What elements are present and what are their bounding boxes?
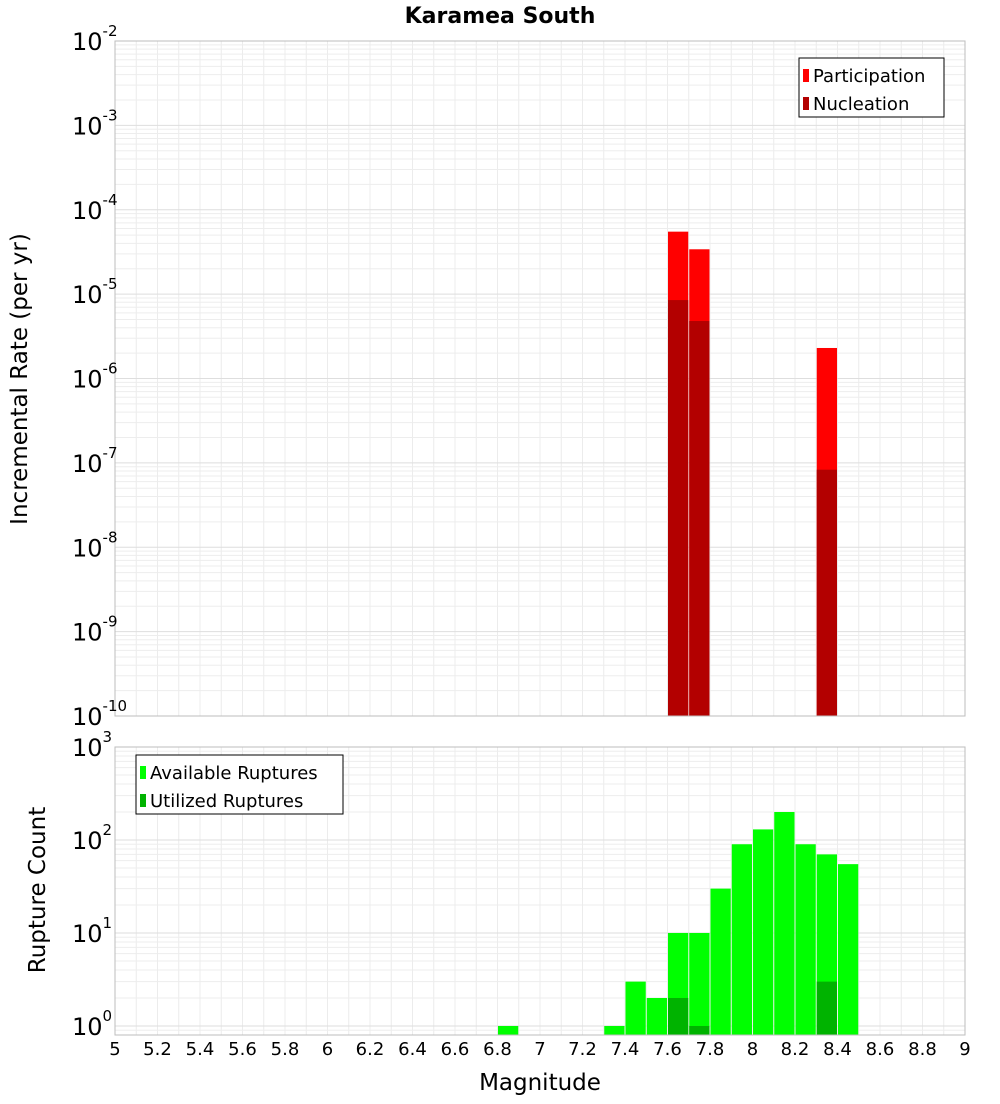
x-tick-label: 5.2: [143, 1039, 172, 1060]
rate-y-tick-base: 10: [72, 450, 103, 478]
rate-y-tick-label: 10-6: [72, 360, 118, 394]
x-tick-label: 9: [959, 1039, 970, 1060]
count-bar-available-ruptures: [625, 981, 646, 1035]
chart-title: Karamea South: [405, 4, 596, 29]
rate-y-tick-base: 10: [72, 534, 103, 562]
count-bar-available-ruptures: [646, 997, 667, 1035]
rate-y-tick-exponent: -4: [103, 191, 118, 209]
count-bar-available-ruptures: [795, 844, 816, 1035]
rate-y-tick-exponent: -3: [103, 106, 118, 124]
x-tick-label: 7.6: [653, 1039, 682, 1060]
rate-y-tick-label: 10-3: [72, 106, 118, 140]
count-bar-available-ruptures: [498, 1025, 519, 1035]
count-y-tick-exponent: 2: [103, 821, 113, 839]
count-y-tick-base: 10: [72, 827, 103, 855]
rate-y-tick-label: 10-10: [72, 697, 127, 731]
x-tick-label: 7.4: [611, 1039, 640, 1060]
rate-y-tick-label: 10-7: [72, 444, 118, 478]
x-tick-label: 8.2: [781, 1039, 810, 1060]
count-y-tick-label: 100: [72, 1007, 112, 1041]
rate-y-tick-exponent: -2: [103, 22, 118, 40]
rate-legend-swatch: [803, 97, 809, 110]
rate-y-tick-exponent: -8: [103, 528, 118, 546]
rate-y-tick-exponent: -9: [103, 613, 118, 631]
rate-y-tick-base: 10: [72, 619, 103, 647]
rate-y-tick-base: 10: [72, 366, 103, 394]
rate-y-tick-exponent: -6: [103, 360, 118, 378]
count-y-tick-exponent: 0: [103, 1007, 113, 1025]
rate-y-tick-base: 10: [72, 197, 103, 225]
rate-y-tick-label: 10-8: [72, 528, 118, 562]
count-bar-available-ruptures: [604, 1025, 625, 1035]
count-y-tick-base: 10: [72, 1013, 103, 1041]
rate-y-tick-exponent: -5: [103, 275, 118, 293]
rate-y-tick-label: 10-5: [72, 275, 118, 309]
count-bar-available-ruptures: [710, 888, 731, 1035]
rate-y-tick-label: 10-4: [72, 191, 118, 225]
x-tick-label: 8.4: [823, 1039, 852, 1060]
x-tick-label: 5.4: [186, 1039, 215, 1060]
rate-bar-nucleation: [668, 300, 689, 716]
rate-legend-label: Participation: [813, 66, 925, 87]
count-y-axis-label: Rupture Count: [25, 807, 51, 973]
x-tick-label: 6: [322, 1039, 333, 1060]
rate-bar-nucleation: [816, 469, 837, 716]
count-y-tick-exponent: 3: [103, 728, 113, 746]
count-bar-utilized-ruptures: [689, 1025, 710, 1035]
count-y-tick-label: 101: [72, 914, 112, 948]
rate-panel: 10-1010-910-810-710-610-510-410-310-2Par…: [72, 22, 966, 731]
rate-bar-nucleation: [689, 321, 710, 716]
count-bar-available-ruptures: [774, 812, 795, 1035]
count-bar-available-ruptures: [689, 932, 710, 1035]
x-tick-label: 5.6: [228, 1039, 257, 1060]
rate-y-tick-label: 10-9: [72, 613, 118, 647]
rate-legend-swatch: [803, 69, 809, 82]
rate-y-axis-label: Incremental Rate (per yr): [7, 233, 33, 525]
x-tick-label: 6.8: [483, 1039, 512, 1060]
x-tick-label: 8: [747, 1039, 758, 1060]
rate-legend-box: [798, 57, 945, 118]
x-tick-label: 8.8: [908, 1039, 937, 1060]
rate-y-tick-label: 10-2: [72, 22, 118, 56]
count-bar-utilized-ruptures: [668, 997, 689, 1035]
rate-y-tick-exponent: -7: [103, 444, 118, 462]
count-y-tick-label: 103: [72, 728, 112, 762]
count-legend-box: [135, 754, 344, 815]
x-tick-label: 5: [109, 1039, 120, 1060]
count-bar-available-ruptures: [731, 844, 752, 1035]
count-y-tick-exponent: 1: [103, 914, 113, 932]
x-tick-label: 6.6: [441, 1039, 470, 1060]
count-plot-border: [114, 746, 966, 1036]
count-legend-swatch: [140, 766, 146, 779]
x-tick-label: 6.2: [356, 1039, 385, 1060]
rate-y-tick-exponent: -10: [103, 697, 128, 715]
count-bar-available-ruptures: [838, 864, 859, 1035]
x-tick-label: 7: [534, 1039, 545, 1060]
count-bar-available-ruptures: [753, 829, 774, 1035]
x-tick-label: 8.6: [866, 1039, 895, 1060]
count-legend-label: Utilized Ruptures: [150, 791, 303, 812]
rate-y-tick-base: 10: [72, 281, 103, 309]
x-tick-label: 5.8: [271, 1039, 300, 1060]
count-bar-utilized-ruptures: [816, 981, 837, 1035]
x-tick-label: 6.4: [398, 1039, 427, 1060]
count-y-tick-label: 102: [72, 821, 112, 855]
count-y-tick-base: 10: [72, 734, 103, 762]
magnitude-x-axis-label: Magnitude: [479, 1070, 601, 1096]
x-tick-label: 7.8: [696, 1039, 725, 1060]
x-tick-label: 7.2: [568, 1039, 597, 1060]
rate-legend-label: Nucleation: [813, 94, 909, 115]
rate-plot-border: [114, 40, 966, 717]
count-legend-swatch: [140, 794, 146, 807]
rate-y-tick-base: 10: [72, 112, 103, 140]
count-legend-label: Available Ruptures: [150, 763, 318, 784]
count-y-tick-base: 10: [72, 920, 103, 948]
rate-y-tick-base: 10: [72, 703, 103, 731]
rate-y-tick-base: 10: [72, 28, 103, 56]
